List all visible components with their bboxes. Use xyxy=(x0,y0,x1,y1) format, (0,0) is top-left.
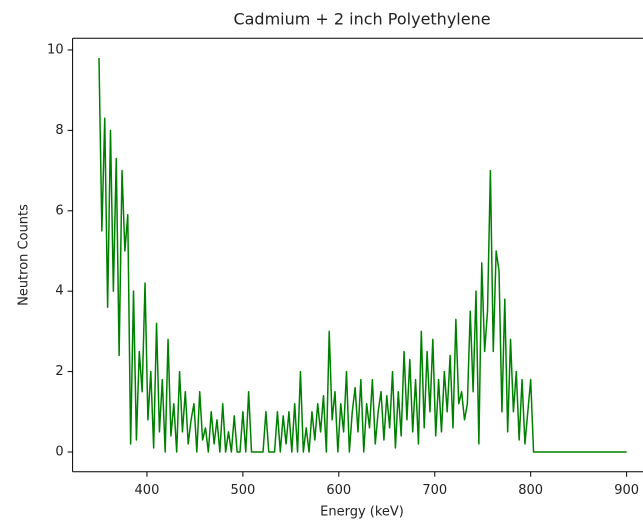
y-tick-label: 0 xyxy=(55,445,63,460)
x-tick-label: 600 xyxy=(326,483,351,498)
x-tick-label: 800 xyxy=(518,483,543,498)
y-tick-label: 4 xyxy=(55,284,63,299)
y-tick-label: 8 xyxy=(55,123,63,138)
x-tick-label: 700 xyxy=(422,483,447,498)
y-axis-label: Neutron Counts xyxy=(17,204,32,306)
x-tick-label: 900 xyxy=(614,483,639,498)
chart-title: Cadmium + 2 inch Polyethylene xyxy=(233,10,490,29)
x-tick-label: 500 xyxy=(230,483,255,498)
data-line xyxy=(98,57,627,453)
x-tick-label: 400 xyxy=(135,483,160,498)
y-tick-label: 10 xyxy=(47,42,64,57)
y-tick-label: 2 xyxy=(55,364,63,379)
x-axis-label: Energy (keV) xyxy=(320,505,404,520)
y-tick-label: 6 xyxy=(55,203,63,218)
